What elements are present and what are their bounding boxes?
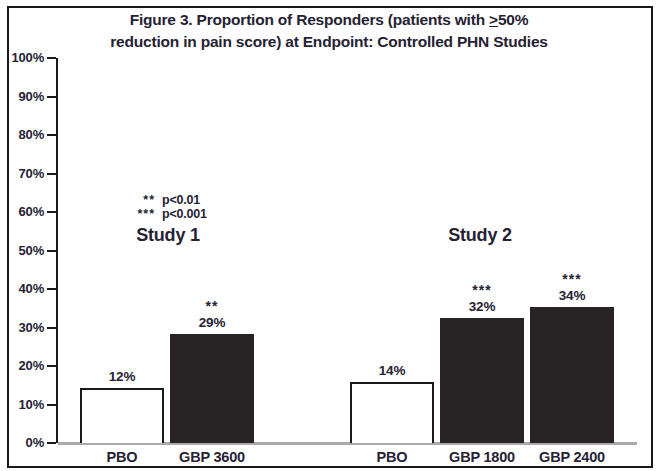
y-tick-mark bbox=[47, 365, 56, 367]
figure-container: Figure 3. Proportion of Responders (pati… bbox=[0, 0, 658, 471]
legend-stars: *** bbox=[120, 208, 155, 222]
y-tick-mark bbox=[47, 288, 56, 290]
title-text-prefix: Figure 3. Proportion of Responders (pati… bbox=[130, 11, 489, 28]
legend-row: ** p<0.01 bbox=[120, 194, 207, 208]
figure-title: Figure 3. Proportion of Responders (pati… bbox=[0, 9, 658, 52]
y-tick-label: 30% bbox=[0, 320, 44, 335]
y-tick-mark bbox=[47, 250, 56, 252]
y-tick-mark bbox=[47, 442, 56, 444]
x-category-label: GBP 2400 bbox=[512, 449, 632, 465]
significance-marker: *** bbox=[512, 271, 632, 287]
y-tick-label: 50% bbox=[0, 243, 44, 258]
bar-gbp-2400 bbox=[530, 307, 614, 443]
y-tick-mark bbox=[47, 211, 56, 213]
y-tick-mark bbox=[47, 173, 56, 175]
bar-gbp-3600 bbox=[170, 334, 254, 443]
y-tick-mark bbox=[47, 134, 56, 136]
y-tick-label: 60% bbox=[0, 204, 44, 219]
legend-pvalue: p<0.001 bbox=[162, 208, 207, 222]
y-tick-label: 100% bbox=[0, 50, 44, 65]
title-threshold: 50% bbox=[498, 11, 528, 28]
x-category-label: GBP 3600 bbox=[152, 449, 272, 465]
legend-pvalue: p<0.01 bbox=[162, 194, 200, 208]
bar-gbp-1800 bbox=[440, 318, 524, 443]
greater-equal-symbol: > bbox=[489, 11, 498, 28]
y-tick-mark bbox=[47, 57, 56, 59]
bar-pbo bbox=[350, 382, 434, 443]
significance-legend: ** p<0.01 *** p<0.001 bbox=[120, 194, 207, 221]
bar-value-label: 12% bbox=[62, 369, 182, 384]
y-tick-label: 90% bbox=[0, 89, 44, 104]
y-tick-mark bbox=[47, 404, 56, 406]
bar-value-label: 29% bbox=[152, 315, 272, 330]
study-group-title: Study 2 bbox=[410, 225, 550, 246]
figure-title-line2: reduction in pain score) at Endpoint: Co… bbox=[0, 31, 658, 53]
y-axis-line bbox=[56, 58, 58, 443]
y-tick-mark bbox=[47, 327, 56, 329]
chart-plot-area: 0%10%20%30%40%50%60%70%80%90%100%12%PBO2… bbox=[58, 58, 637, 443]
y-tick-label: 80% bbox=[0, 127, 44, 142]
y-tick-label: 10% bbox=[0, 397, 44, 412]
y-tick-mark bbox=[47, 96, 56, 98]
significance-marker: ** bbox=[152, 298, 272, 314]
study-group-title: Study 1 bbox=[98, 225, 238, 246]
y-tick-label: 40% bbox=[0, 281, 44, 296]
bar-value-label: 14% bbox=[332, 363, 452, 378]
legend-row: *** p<0.001 bbox=[120, 208, 207, 222]
y-tick-label: 0% bbox=[0, 435, 44, 450]
y-tick-label: 20% bbox=[0, 358, 44, 373]
figure-title-line1: Figure 3. Proportion of Responders (pati… bbox=[0, 9, 658, 31]
y-tick-label: 70% bbox=[0, 166, 44, 181]
legend-stars: ** bbox=[120, 194, 155, 208]
bar-pbo bbox=[80, 388, 164, 443]
bar-value-label: 34% bbox=[512, 288, 632, 303]
